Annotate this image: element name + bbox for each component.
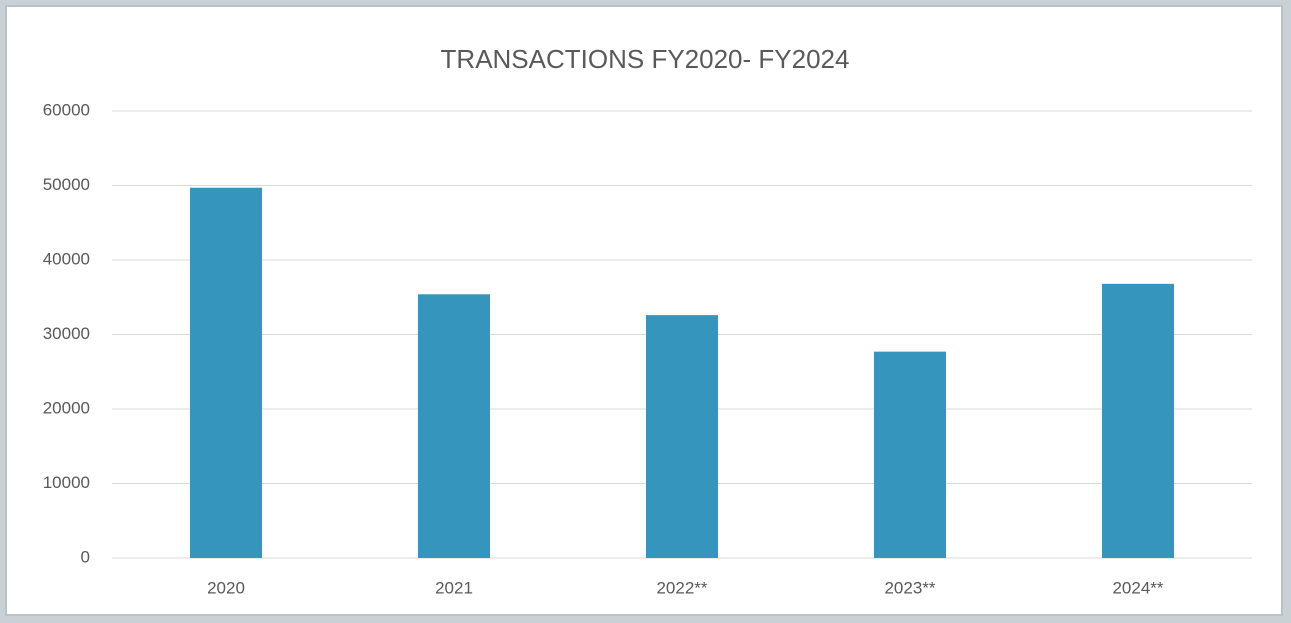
bar [418, 294, 490, 558]
bar [190, 187, 262, 559]
y-tick-label: 0 [81, 547, 90, 566]
x-tick-label: 2024** [1112, 578, 1163, 597]
bar [1102, 283, 1174, 558]
x-tick-label: 2022** [656, 578, 707, 597]
y-tick-label: 30000 [43, 324, 90, 343]
x-tick-label: 2021 [435, 578, 473, 597]
x-tick-label: 2023** [884, 578, 935, 597]
y-tick-label: 10000 [43, 473, 90, 492]
bar [646, 315, 718, 558]
y-tick-label: 50000 [43, 175, 90, 194]
y-tick-label: 20000 [43, 398, 90, 417]
x-tick-label: 2020 [207, 578, 245, 597]
y-tick-label: 40000 [43, 249, 90, 268]
y-tick-label: 60000 [43, 100, 90, 119]
chart-title: TRANSACTIONS FY2020- FY2024 [441, 44, 850, 74]
bar [874, 351, 946, 558]
